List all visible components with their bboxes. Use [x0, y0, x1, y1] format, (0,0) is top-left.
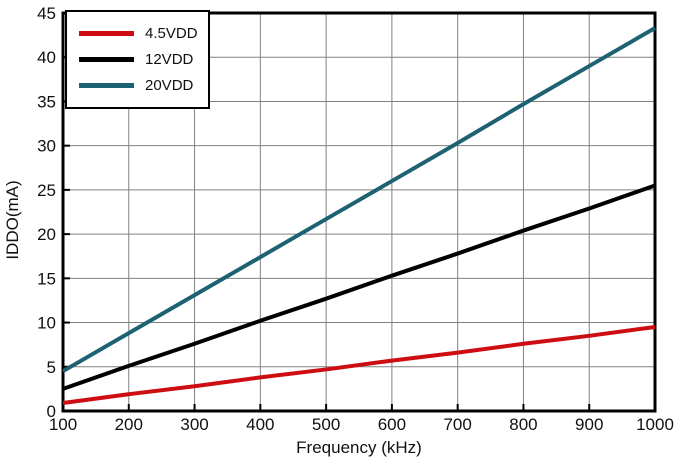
legend-label: 20VDD [145, 76, 194, 94]
y-axis-title: IDDO(mA) [3, 180, 22, 260]
legend-item: 12VDD [67, 46, 208, 72]
series-line-20VDD [61, 26, 657, 373]
legend-line-sample-teal [79, 82, 134, 88]
y-tick-label: 40 [37, 48, 56, 67]
legend-line-sample-red [79, 30, 134, 36]
y-tick-label: 30 [37, 137, 56, 156]
x-tick-label: 400 [246, 415, 274, 434]
legend-label: 12VDD [145, 50, 194, 68]
y-tick-label: 0 [47, 402, 56, 421]
y-tick-label: 15 [37, 269, 56, 288]
legend: 4.5VDD 12VDD 20VDD [65, 10, 210, 109]
x-tick-label: 200 [115, 415, 143, 434]
y-tick-label: 35 [37, 92, 56, 111]
plot-border [61, 11, 657, 413]
y-tick-label: 45 [37, 4, 56, 23]
x-tick-label: 300 [180, 415, 208, 434]
x-tick-label: 100 [49, 415, 77, 434]
legend-item: 4.5VDD [67, 20, 208, 46]
y-tick-label: 5 [47, 358, 56, 377]
y-tick-label: 20 [37, 225, 56, 244]
x-tick-label: 700 [443, 415, 471, 434]
x-axis-title: Frequency (kHz) [296, 438, 422, 457]
legend-item: 20VDD [67, 72, 208, 98]
legend-label: 4.5VDD [145, 24, 198, 42]
legend-line-sample-black [79, 56, 134, 62]
series-line-4.5VDD [62, 324, 656, 406]
x-tick-label: 800 [509, 415, 537, 434]
x-tick-label: 600 [378, 415, 406, 434]
x-tick-label: 1000 [636, 415, 674, 434]
y-tick-label: 25 [37, 181, 56, 200]
x-tick-label: 500 [312, 415, 340, 434]
series-line-12VDD [62, 183, 656, 391]
x-tick-label: 900 [575, 415, 603, 434]
y-tick-label: 10 [37, 314, 56, 333]
